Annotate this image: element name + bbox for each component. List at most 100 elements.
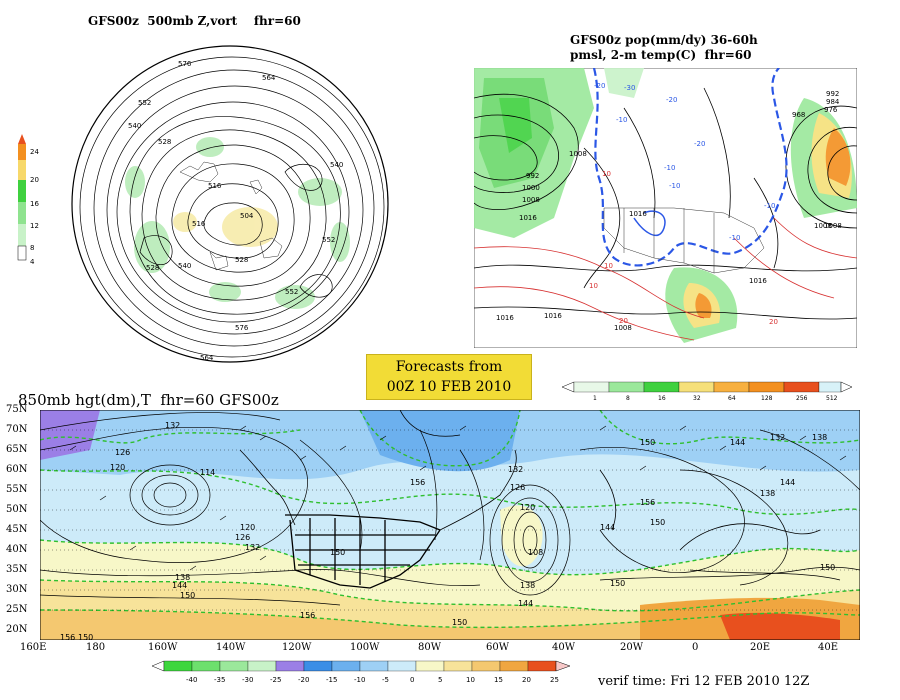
temp-label: -10	[764, 202, 775, 210]
hgt-contour-label: 144	[600, 523, 615, 532]
hgt-contour-label: 144	[780, 478, 795, 487]
hgt-contour-label: 138	[760, 489, 775, 498]
hgt-contour-label: 126	[510, 483, 525, 492]
temp-label: -10	[616, 116, 627, 124]
vort-contour-label: 504	[240, 212, 254, 220]
vort-contour-label: 576	[178, 60, 192, 68]
cb-label: -15	[326, 676, 337, 684]
hgt-contour-label: 132	[508, 465, 523, 474]
cb-label: 15	[494, 676, 503, 684]
hgt-contour-label: 138	[812, 433, 827, 442]
lat-label: 25N	[6, 604, 28, 615]
hgt850-colorbar: -40 -35 -30 -25 -20 -15 -10 -5 0 5 10 15 20 25	[151, 660, 571, 684]
vort-polar-map: 576 564 552 540 528 516 504 516 528 540 …	[71, 45, 389, 363]
precip-cb-label: 256	[796, 395, 808, 402]
cb-label: -25	[270, 676, 281, 684]
isobar-label: 1008	[614, 324, 632, 332]
hgt-contour-label: 156	[410, 478, 425, 487]
precip-cb-label: 128	[761, 395, 773, 402]
isobar-label: 1008	[569, 150, 587, 158]
temp-label: 20	[619, 317, 628, 325]
cb-cell	[303, 660, 333, 672]
lat-label: 55N	[6, 484, 28, 495]
lat-label: 45N	[6, 524, 28, 535]
lon-label: 20E	[750, 642, 771, 653]
isobar-label: 1016	[544, 312, 562, 320]
vort-contour-label: 552	[138, 99, 151, 107]
isobar-label: 1016	[749, 277, 767, 285]
vort-contour-label: 540	[178, 262, 191, 270]
lon-label: 120W	[282, 642, 312, 653]
vort-cb-label: 16	[30, 200, 39, 208]
lat-label: 20N	[6, 624, 28, 635]
lat-label: 75N	[6, 404, 28, 415]
temp-label: 10	[589, 282, 598, 290]
isobar-label: 1016	[519, 214, 537, 222]
lat-label: 30N	[6, 584, 28, 595]
lat-label: 65N	[6, 444, 28, 455]
hgt-contour-label: 144	[518, 599, 533, 608]
cb-label: -35	[214, 676, 225, 684]
hgt-contour-label: 144	[730, 438, 745, 447]
verif-time: verif time: Fri 12 FEB 2010 12Z	[598, 674, 810, 689]
cb-cell	[191, 660, 221, 672]
lat-label: 40N	[6, 544, 28, 555]
cb-label: 5	[438, 676, 442, 684]
cb-label: -10	[354, 676, 365, 684]
cb-cell	[163, 660, 193, 672]
hgt-contour-label: 150	[820, 563, 835, 572]
hgt-contour-label: 138	[520, 581, 535, 590]
hgt-contour-label: 150	[650, 518, 665, 527]
vort-colorbar-arrow	[18, 134, 26, 144]
cb-cell	[219, 660, 249, 672]
vort-contour-label: 528	[146, 264, 159, 272]
cb-arrow-right	[555, 660, 571, 672]
cb-label: 0	[410, 676, 414, 684]
hgt850-map: 132 126 120 114 120 126 132 138 144 150 …	[40, 410, 860, 640]
temp-label: -20	[694, 140, 705, 148]
hgt-contour-label: 132	[245, 543, 260, 552]
isobar-label: 992	[826, 90, 839, 98]
precip-cb-label: 32	[693, 395, 701, 402]
isobar-label: 1008	[814, 222, 832, 230]
vort-colorbar: 24 20 16 12 8 4	[17, 134, 39, 265]
vort-panel-title: GFS00z 500mb Z,vort fhr=60	[88, 14, 301, 28]
isobar-label: 1000	[522, 184, 540, 192]
vort-contour-label: 552	[285, 288, 298, 296]
isobar-label: 1008	[522, 196, 540, 204]
vort-cb-label: 8	[30, 244, 34, 252]
cb-cell	[331, 660, 361, 672]
vort-cb-label: 24	[30, 148, 39, 156]
precip-map: 1008 1016 1008 992 1000 1008 1016 1016 1…	[474, 68, 857, 348]
lon-label: 160E	[20, 642, 47, 653]
vort-contour-label: 516	[192, 220, 206, 228]
cb-label: 10	[466, 676, 475, 684]
cb-cell	[443, 660, 473, 672]
forecast-line2: 00Z 10 FEB 2010	[386, 379, 512, 395]
hgt-contour-label: 132	[770, 433, 785, 442]
hgt-contour-label: 126	[115, 448, 130, 457]
cb-label: -20	[298, 676, 309, 684]
vort-contour-label: 540	[330, 161, 343, 169]
lon-label: 60W	[486, 642, 510, 653]
hgt-contour-label: 138	[175, 573, 190, 582]
lat-label: 70N	[6, 424, 28, 435]
isobar-label: 976	[824, 106, 838, 114]
isobar-label: 1016	[496, 314, 514, 322]
cb-cell	[415, 660, 445, 672]
vort-contour-label: 564	[262, 74, 276, 82]
cb-cell	[359, 660, 389, 672]
precip-cb-label: 64	[728, 395, 736, 402]
lon-label: 40E	[818, 642, 839, 653]
isobar-label: 992	[526, 172, 539, 180]
cb-label: -40	[186, 676, 197, 684]
lon-label: 20W	[620, 642, 644, 653]
lat-label: 35N	[6, 564, 28, 575]
hgt-contour-label: 114	[200, 468, 215, 477]
cb-cell	[499, 660, 529, 672]
cb-cell	[471, 660, 501, 672]
hgt-contour-label: 156	[60, 633, 75, 640]
temp-label: -20	[594, 82, 605, 90]
lon-label: 140W	[216, 642, 246, 653]
hgt850-title: 850mb hgt(dm),T fhr=60 GFS00z	[18, 391, 279, 409]
